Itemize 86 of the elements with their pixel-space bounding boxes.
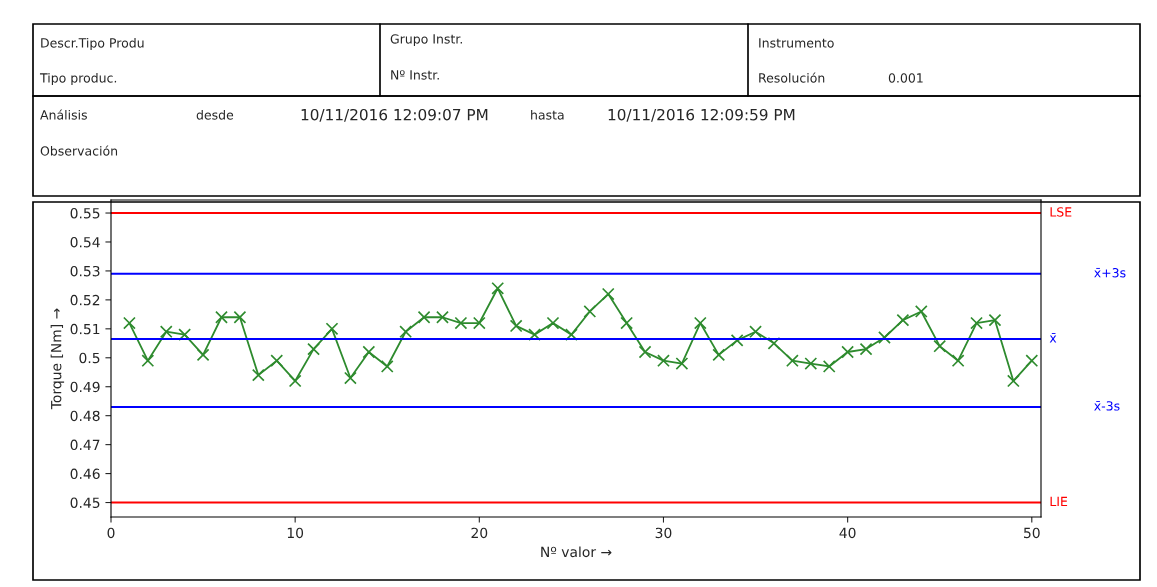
y-tick-label: 0.45 bbox=[70, 497, 100, 508]
point bbox=[675, 357, 689, 370]
y-tick-label: 0.54 bbox=[70, 236, 100, 248]
point bbox=[1025, 354, 1039, 368]
point bbox=[914, 305, 928, 318]
text: hasta bbox=[531, 109, 564, 120]
y-tick-label: 0.47 bbox=[70, 439, 100, 451]
point bbox=[417, 310, 431, 324]
point bbox=[565, 328, 578, 342]
point bbox=[601, 287, 615, 301]
point bbox=[693, 316, 707, 330]
point bbox=[933, 339, 947, 353]
text: 10/11/2016 12:09:07 PM bbox=[301, 108, 488, 122]
point bbox=[362, 345, 376, 359]
point bbox=[509, 319, 523, 333]
point bbox=[344, 371, 357, 385]
y-tick-label: 0.52 bbox=[70, 294, 100, 306]
x-tick-label: 20 bbox=[471, 527, 488, 539]
point bbox=[822, 360, 836, 373]
point bbox=[859, 342, 873, 356]
text: Instrumento bbox=[759, 38, 834, 48]
point bbox=[454, 316, 468, 330]
point bbox=[196, 348, 210, 362]
point bbox=[325, 322, 339, 336]
y-axis-title: Torque [Nm] → bbox=[50, 308, 65, 410]
y-tick-label: 0.49 bbox=[70, 381, 100, 393]
point bbox=[896, 313, 910, 327]
point bbox=[730, 334, 744, 347]
x-tick-label: 0 bbox=[107, 527, 115, 539]
text: 0.001 bbox=[888, 73, 923, 83]
point bbox=[159, 325, 173, 339]
x-tick-label: 30 bbox=[655, 527, 672, 539]
point bbox=[528, 328, 541, 342]
ref-line-label: x̄-3s bbox=[1094, 401, 1120, 411]
point bbox=[436, 310, 449, 324]
y-tick-label: 0.55 bbox=[70, 208, 100, 219]
x-tick-label: 10 bbox=[287, 527, 304, 539]
text: Tipo produc. bbox=[39, 72, 117, 86]
point bbox=[970, 316, 983, 330]
point bbox=[878, 331, 891, 344]
point bbox=[399, 325, 413, 339]
point bbox=[620, 316, 634, 330]
point bbox=[380, 360, 394, 373]
point bbox=[1006, 374, 1020, 388]
text: Grupo Instr. bbox=[390, 34, 462, 47]
point bbox=[749, 325, 762, 339]
point bbox=[951, 354, 965, 368]
point bbox=[785, 354, 799, 368]
text: 10/11/2016 12:09:59 PM bbox=[608, 108, 795, 122]
text: desde bbox=[196, 109, 234, 120]
x-tick-label: 40 bbox=[839, 527, 856, 539]
point bbox=[804, 357, 818, 370]
ref-line-label: LSE bbox=[1050, 207, 1072, 217]
text: Análisis bbox=[40, 109, 87, 120]
point bbox=[123, 316, 136, 330]
ref-line-label: LIE bbox=[1050, 496, 1068, 506]
ref-line-label: x̄+3s bbox=[1094, 267, 1126, 278]
point bbox=[215, 310, 228, 324]
point bbox=[233, 310, 247, 324]
point bbox=[712, 348, 726, 362]
point bbox=[657, 354, 670, 368]
point bbox=[270, 354, 284, 368]
point bbox=[307, 342, 320, 356]
point bbox=[141, 354, 155, 368]
point bbox=[546, 316, 560, 330]
point bbox=[472, 316, 486, 330]
point bbox=[841, 345, 855, 359]
point bbox=[638, 345, 652, 359]
point bbox=[583, 305, 597, 318]
text: Descr.Tipo Produ bbox=[41, 37, 144, 51]
text: Resolución bbox=[759, 72, 825, 83]
ref-line-label: x̄ bbox=[1049, 333, 1057, 343]
text: Observación bbox=[40, 145, 118, 156]
point bbox=[288, 374, 302, 388]
x-tick-label: 50 bbox=[1024, 527, 1040, 539]
point bbox=[988, 313, 1002, 327]
y-tick-label: 0.53 bbox=[70, 265, 100, 277]
y-tick-label: 0.46 bbox=[70, 468, 100, 480]
text: Nº Instr. bbox=[391, 70, 439, 80]
point bbox=[178, 328, 192, 342]
x-axis-title: Nº valor → bbox=[541, 546, 612, 558]
y-tick-label: 0.48 bbox=[70, 410, 100, 422]
point bbox=[251, 368, 265, 382]
y-tick-label: 0.5 bbox=[79, 352, 100, 364]
point bbox=[491, 281, 505, 295]
y-tick-label: 0.51 bbox=[70, 323, 100, 335]
